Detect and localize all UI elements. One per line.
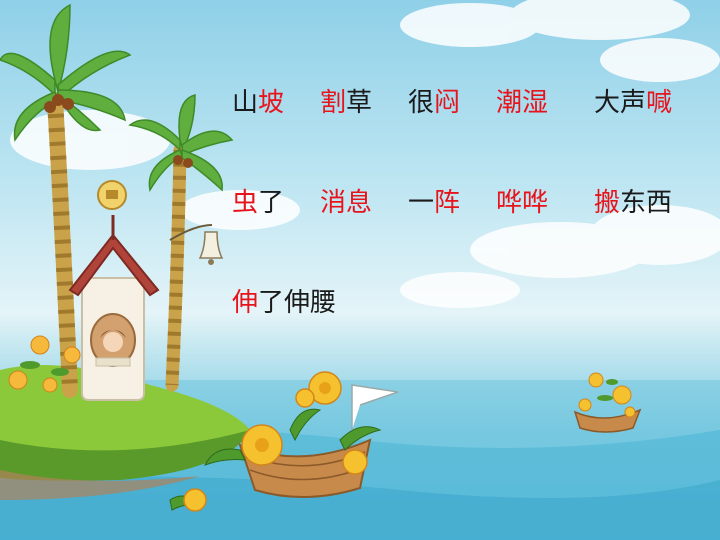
highlighted-character: 伸 (232, 288, 259, 318)
vocab-word: 伸了伸腰 (232, 288, 336, 318)
boat-icon (169, 371, 399, 512)
highlighted-character: 搬 (594, 188, 621, 218)
palm-tree-icon (0, 3, 234, 398)
highlighted-character: 坡 (258, 88, 285, 118)
word-text: 一 (408, 188, 435, 218)
highlighted-character: 阵 (434, 188, 461, 218)
vocab-word: 消息 (320, 188, 372, 218)
flower-icon (8, 335, 81, 393)
vocab-word: 山坡 (232, 88, 284, 118)
vocab-word: 潮湿 (496, 88, 548, 118)
vocab-word: 搬东西 (594, 188, 672, 218)
vocab-word: 很闷 (408, 88, 460, 118)
bell-icon (169, 224, 224, 265)
highlighted-character: 割 (320, 88, 347, 118)
highlighted-character: 潮湿 (496, 88, 549, 118)
vocab-word: 哗哗 (496, 188, 548, 218)
highlighted-character: 消息 (320, 188, 373, 218)
word-text: 山 (232, 88, 259, 118)
vocab-word: 割草 (320, 88, 372, 118)
word-text: 草 (346, 88, 373, 118)
highlighted-character: 闷 (434, 88, 461, 118)
boat-icon (573, 372, 642, 433)
highlighted-character: 哗哗 (496, 188, 549, 218)
word-text: 了 (258, 188, 285, 218)
cottage-icon (68, 215, 160, 401)
highlighted-character: 虫 (232, 188, 259, 218)
vocab-word: 一阵 (408, 188, 460, 218)
cloud-icon (10, 0, 720, 308)
word-text: 了伸腰 (258, 288, 337, 318)
sign-icon (97, 180, 127, 210)
vocab-word: 虫了 (232, 188, 284, 218)
word-text: 大声 (594, 88, 647, 118)
word-text: 很 (408, 88, 435, 118)
vocab-word: 大声喊 (594, 88, 672, 118)
highlighted-character: 喊 (646, 88, 673, 118)
word-text: 东西 (620, 188, 673, 218)
